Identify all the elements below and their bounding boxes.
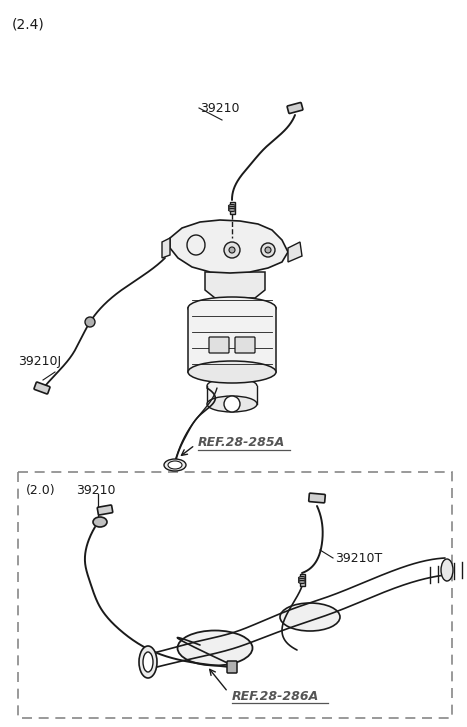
Text: (2.0): (2.0) — [26, 484, 56, 497]
Ellipse shape — [143, 652, 153, 672]
Bar — [18, 472, 452, 718]
Ellipse shape — [168, 461, 182, 469]
Ellipse shape — [228, 209, 235, 212]
Circle shape — [224, 242, 240, 258]
Ellipse shape — [228, 206, 235, 209]
Ellipse shape — [207, 396, 257, 412]
Circle shape — [261, 243, 275, 257]
Ellipse shape — [188, 361, 276, 383]
Ellipse shape — [298, 579, 305, 582]
Ellipse shape — [164, 459, 186, 471]
Circle shape — [229, 247, 235, 253]
Ellipse shape — [139, 646, 157, 678]
Ellipse shape — [298, 580, 305, 584]
FancyBboxPatch shape — [209, 337, 229, 353]
Ellipse shape — [441, 559, 453, 581]
Text: REF.28-286A: REF.28-286A — [232, 689, 319, 702]
Bar — [299, 574, 304, 586]
Text: 39210J: 39210J — [18, 356, 61, 369]
Text: 39210: 39210 — [200, 102, 240, 114]
Polygon shape — [288, 242, 302, 262]
Polygon shape — [205, 272, 265, 298]
Ellipse shape — [280, 603, 340, 631]
Ellipse shape — [177, 630, 253, 665]
Bar — [188, 308, 276, 372]
FancyBboxPatch shape — [287, 103, 303, 113]
Polygon shape — [170, 220, 288, 273]
Bar — [229, 202, 234, 214]
FancyBboxPatch shape — [97, 505, 113, 515]
Text: 39210: 39210 — [76, 484, 115, 497]
Circle shape — [265, 247, 271, 253]
FancyBboxPatch shape — [34, 382, 50, 394]
Ellipse shape — [188, 297, 276, 319]
Ellipse shape — [207, 378, 257, 394]
Polygon shape — [162, 238, 170, 258]
Text: REF.28-285A: REF.28-285A — [198, 436, 285, 449]
FancyBboxPatch shape — [235, 337, 255, 353]
Circle shape — [224, 396, 240, 412]
Text: (2.4): (2.4) — [12, 18, 45, 32]
Bar — [207, 386, 257, 404]
FancyBboxPatch shape — [227, 661, 237, 673]
Ellipse shape — [93, 517, 107, 527]
Ellipse shape — [228, 204, 235, 207]
Ellipse shape — [298, 577, 305, 579]
Text: 39210T: 39210T — [335, 552, 382, 564]
Circle shape — [85, 317, 95, 327]
FancyBboxPatch shape — [309, 493, 325, 503]
